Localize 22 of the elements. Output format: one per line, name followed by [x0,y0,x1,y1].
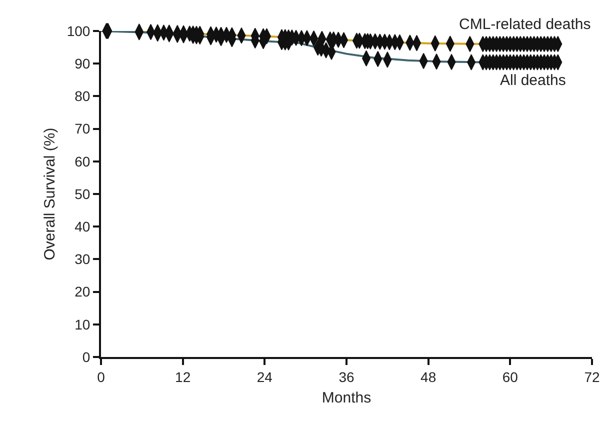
x-tick-label: 36 [338,368,354,385]
y-axis-title: Overall Survival (%) [42,128,59,260]
x-tick-label: 60 [502,368,518,385]
x-tick-label: 12 [175,368,191,385]
y-tick-label: 0 [82,348,90,365]
y-tick-label: 30 [74,251,90,268]
y-tick-label: 100 [66,22,90,39]
y-tick-label: 70 [74,120,90,137]
y-tick-label: 60 [74,153,90,170]
x-tick-label: 24 [256,368,273,385]
y-tick-label: 20 [74,284,90,300]
y-tick-label: 50 [74,186,90,202]
y-tick-label: 40 [74,218,90,234]
y-tick-label: 10 [74,316,90,332]
series-label: CML-related deaths [459,16,591,33]
x-axis-title: Months [322,389,372,406]
x-tick-label: 72 [584,368,600,385]
x-tick-label: 48 [420,368,436,385]
x-tick-label: 0 [97,368,106,385]
y-tick-label: 80 [74,88,90,104]
series-label: All deaths [500,72,566,89]
y-tick-label: 90 [74,56,90,72]
